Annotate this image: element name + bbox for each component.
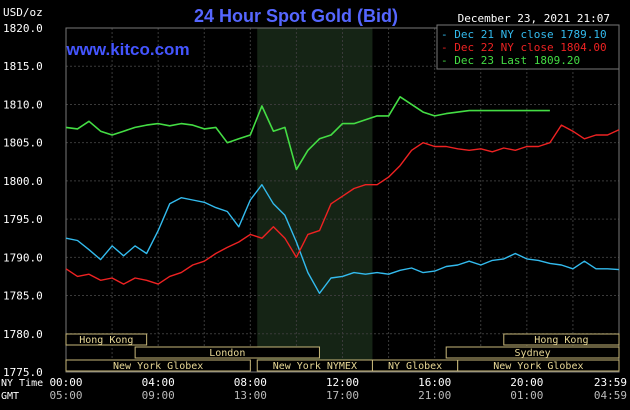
y-tick-label: 1805.0 (3, 137, 43, 150)
session-new-york-globex: New York Globex (457, 359, 620, 372)
session-label: Hong Kong (534, 335, 588, 346)
session-new-york-nymex: New York NYMEX (256, 359, 373, 372)
session-label: London (209, 348, 245, 359)
y-tick-label: 1820.0 (3, 22, 43, 35)
legend-box (436, 24, 620, 70)
session-box (445, 346, 620, 359)
grid-layer (65, 27, 620, 373)
legend-entry: - Dec 23 Last 1809.20 (441, 54, 580, 67)
session-label: Sydney (515, 348, 551, 359)
x-tick-label: 04:59 (594, 389, 627, 402)
session-label: Hong Kong (79, 335, 133, 346)
x-tick-label: 12:00 (326, 376, 359, 389)
session-london: London (134, 346, 320, 359)
unit-label: USD/oz (3, 6, 43, 19)
x-tick-label: 17:00 (326, 389, 359, 402)
session-box (65, 333, 148, 346)
y-tick-label: 1785.0 (3, 290, 43, 303)
x-tick-label: 20:00 (510, 376, 543, 389)
x-tick-label: 08:00 (234, 376, 267, 389)
y-tick-label: 1780.0 (3, 328, 43, 341)
x-tick-label: 09:00 (142, 389, 175, 402)
x-tick-label: 00:00 (49, 376, 82, 389)
x-axis-row-label: GMT (1, 391, 19, 402)
session-hong-kong-2: Hong Kong (503, 333, 620, 346)
session-new-york-globex: New York Globex (65, 359, 251, 372)
y-tick-label: 1815.0 (3, 60, 43, 73)
series-line-2 (65, 124, 620, 285)
source-label: www.kitco.com (65, 40, 189, 59)
y-tick-label: 1795.0 (3, 213, 43, 226)
x-axis-row-label: NY Time (1, 378, 43, 389)
session-label: New York Globex (113, 361, 203, 372)
session-sydney: Sydney (445, 346, 620, 359)
session-label: NY Globex (388, 361, 442, 372)
y-tick-label: 1800.0 (3, 175, 43, 188)
legend-entry: - Dec 21 NY close 1789.10 (441, 28, 607, 41)
legend-entry: - Dec 22 NY close 1804.00 (441, 41, 607, 54)
y-tick-label: 1790.0 (3, 251, 43, 264)
session-hong-kong: Hong Kong (65, 333, 148, 346)
session-label: New York NYMEX (273, 361, 357, 372)
session-ny-globex: NY Globex (371, 359, 459, 372)
y-tick-label: 1775.0 (3, 366, 43, 379)
x-tick-label: 13:00 (234, 389, 267, 402)
session-box (503, 333, 620, 346)
x-tick-label: 21:00 (418, 389, 451, 402)
x-tick-label: 23:59 (594, 376, 627, 389)
legend: - Dec 21 NY close 1789.10- Dec 22 NY clo… (436, 24, 620, 70)
series-line-1 (65, 184, 620, 294)
session-label: New York Globex (493, 361, 583, 372)
y-tick-label: 1810.0 (3, 98, 43, 111)
x-tick-label: 04:00 (142, 376, 175, 389)
plot-frame (65, 27, 620, 373)
x-tick-label: 05:00 (49, 389, 82, 402)
session-box (65, 359, 251, 372)
session-box (134, 346, 320, 359)
nymex-band (257, 28, 373, 372)
chart-title: 24 Hour Spot Gold (Bid) (194, 6, 398, 26)
x-tick-label: 01:00 (510, 389, 543, 402)
session-box (457, 359, 620, 372)
series-line-3 (65, 96, 550, 171)
chart-date: December 23, 2021 21:07 (458, 12, 610, 25)
x-tick-label: 16:00 (418, 376, 451, 389)
series-layer (65, 96, 620, 294)
nymex-highlight-layer (257, 28, 373, 372)
session-layer: Hong Kong Hong Kong London Sydney New York G… (65, 333, 620, 372)
axis-layer: 1820.0 1815.0 1810.0 1805.0 1800.0 1795.0 1790… (1, 22, 627, 402)
